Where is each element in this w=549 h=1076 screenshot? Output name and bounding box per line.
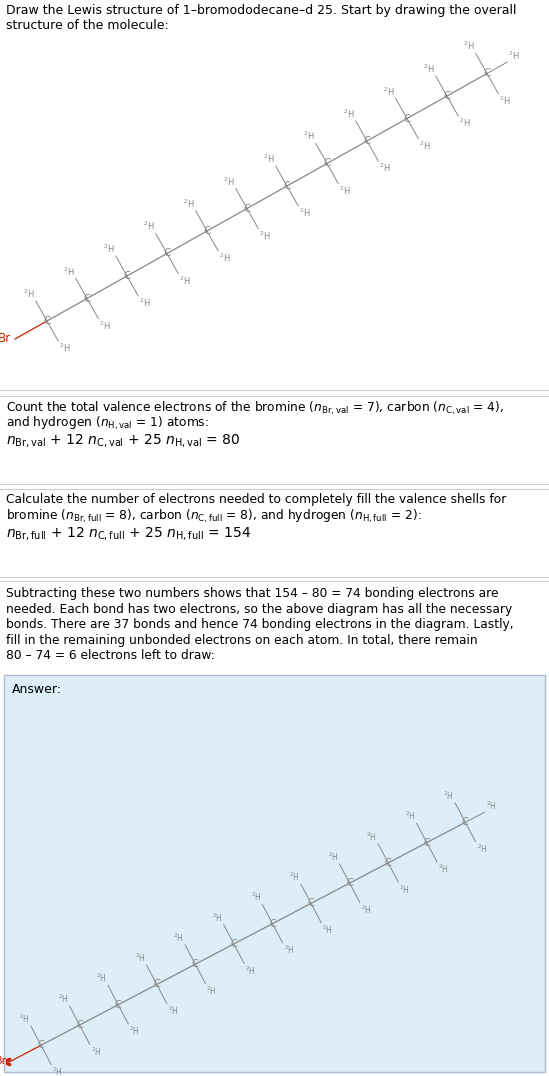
- Text: $^2$H: $^2$H: [366, 831, 377, 843]
- Text: C: C: [163, 249, 171, 258]
- Text: $^2$H: $^2$H: [303, 130, 315, 142]
- Text: Br: Br: [0, 332, 11, 345]
- Text: $^2$H: $^2$H: [223, 175, 235, 187]
- Text: C: C: [346, 878, 353, 888]
- Text: C: C: [243, 203, 251, 213]
- Text: $^2$H: $^2$H: [328, 850, 338, 863]
- Text: C: C: [443, 91, 451, 101]
- Text: $^2$H: $^2$H: [405, 810, 416, 822]
- Text: $^2$H: $^2$H: [91, 1045, 102, 1058]
- Text: $^2$H: $^2$H: [289, 870, 300, 883]
- Text: C: C: [192, 959, 199, 969]
- Text: $^2$H: $^2$H: [245, 964, 256, 977]
- Text: Calculate the number of electrons needed to completely fill the valence shells f: Calculate the number of electrons needed…: [6, 493, 506, 506]
- Text: $^2$H: $^2$H: [63, 265, 75, 278]
- Text: $^2$H: $^2$H: [419, 140, 431, 152]
- Text: C: C: [323, 158, 330, 169]
- Text: $^2$H: $^2$H: [173, 932, 184, 944]
- Text: $^2$H: $^2$H: [460, 117, 471, 129]
- Text: C: C: [231, 939, 237, 949]
- Text: C: C: [283, 181, 290, 192]
- Text: $^2$H: $^2$H: [463, 40, 475, 53]
- Text: C: C: [363, 136, 371, 146]
- Text: $^2$H: $^2$H: [96, 972, 107, 985]
- Text: C: C: [38, 1040, 44, 1050]
- Text: $^2$H: $^2$H: [99, 320, 111, 331]
- Text: $^2$H: $^2$H: [322, 923, 333, 936]
- Text: $^2$H: $^2$H: [259, 229, 271, 242]
- Text: $^2$H: $^2$H: [103, 242, 115, 255]
- Text: $^2$H: $^2$H: [361, 904, 372, 916]
- Text: C: C: [153, 979, 160, 990]
- Text: $^2$H: $^2$H: [183, 198, 195, 210]
- Text: $^2$H: $^2$H: [508, 49, 519, 62]
- Text: C: C: [124, 271, 131, 281]
- Text: Answer:: Answer:: [12, 682, 62, 695]
- Text: C: C: [462, 818, 469, 827]
- Text: C: C: [43, 316, 51, 326]
- Text: $^2$H: $^2$H: [379, 162, 391, 174]
- Text: C: C: [385, 858, 391, 868]
- Text: $^2$H: $^2$H: [168, 1005, 178, 1017]
- Text: 80 – 74 = 6 electrons left to draw:: 80 – 74 = 6 electrons left to draw:: [6, 649, 215, 662]
- Text: Draw the Lewis structure of 1–bromododecane–d 25. Start by drawing the overall: Draw the Lewis structure of 1–bromododec…: [6, 4, 517, 17]
- Text: $^2$H: $^2$H: [52, 1065, 63, 1076]
- Text: $^2$H: $^2$H: [444, 790, 454, 802]
- Text: $^2$H: $^2$H: [477, 843, 487, 855]
- Text: $^2$H: $^2$H: [250, 891, 261, 904]
- Text: C: C: [83, 294, 91, 303]
- Text: $^2$H: $^2$H: [130, 1025, 140, 1037]
- Text: C: C: [404, 113, 411, 124]
- Text: bonds. There are 37 bonds and hence 74 bonding electrons in the diagram. Lastly,: bonds. There are 37 bonds and hence 74 b…: [6, 618, 514, 631]
- Text: $^2$H: $^2$H: [59, 342, 71, 354]
- FancyBboxPatch shape: [4, 675, 545, 1072]
- Text: $^2$H: $^2$H: [263, 153, 274, 165]
- Text: $^2$H: $^2$H: [139, 297, 151, 310]
- Text: Count the total valence electrons of the bromine ($n_\mathrm{Br,val}$ = 7), carb: Count the total valence electrons of the…: [6, 400, 504, 417]
- Text: C: C: [269, 919, 276, 929]
- Text: bromine ($n_\mathrm{Br,full}$ = 8), carbon ($n_\mathrm{C,full}$ = 8), and hydrog: bromine ($n_\mathrm{Br,full}$ = 8), carb…: [6, 508, 422, 525]
- Text: and hydrogen ($n_\mathrm{H,val}$ = 1) atoms:: and hydrogen ($n_\mathrm{H,val}$ = 1) at…: [6, 415, 209, 433]
- Text: $^2$H: $^2$H: [135, 952, 145, 964]
- Text: $^2$H: $^2$H: [58, 992, 69, 1005]
- Text: $n_\mathrm{Br,val}$ + 12 $n_\mathrm{C,val}$ + 25 $n_\mathrm{H,val}$ = 80: $n_\mathrm{Br,val}$ + 12 $n_\mathrm{C,va…: [6, 431, 240, 449]
- Text: C: C: [423, 837, 430, 848]
- Text: fill in the remaining unbonded electrons on each atom. In total, there remain: fill in the remaining unbonded electrons…: [6, 634, 478, 647]
- Text: $^2$H: $^2$H: [383, 85, 395, 98]
- Text: Subtracting these two numbers shows that 154 – 80 = 74 bonding electrons are: Subtracting these two numbers shows that…: [6, 587, 498, 600]
- Text: structure of the molecule:: structure of the molecule:: [6, 19, 169, 32]
- Text: $^2$H: $^2$H: [180, 274, 191, 287]
- Text: $n_\mathrm{Br,full}$ + 12 $n_\mathrm{C,full}$ + 25 $n_\mathrm{H,full}$ = 154: $n_\mathrm{Br,full}$ + 12 $n_\mathrm{C,f…: [6, 525, 251, 542]
- Text: $^2$H: $^2$H: [339, 184, 351, 197]
- Text: C: C: [483, 69, 491, 79]
- Text: $^2$H: $^2$H: [299, 207, 311, 220]
- Text: C: C: [203, 226, 211, 236]
- Text: C: C: [76, 1020, 83, 1030]
- Text: $^2$H: $^2$H: [284, 944, 294, 957]
- Text: Br: Br: [0, 1057, 7, 1066]
- Text: $^2$H: $^2$H: [438, 863, 449, 875]
- Text: C: C: [307, 898, 315, 908]
- Text: $^2$H: $^2$H: [486, 799, 496, 812]
- Text: $^2$H: $^2$H: [19, 1013, 30, 1025]
- Text: $^2$H: $^2$H: [399, 883, 410, 895]
- Text: $^2$H: $^2$H: [499, 95, 511, 107]
- Text: needed. Each bond has two electrons, so the above diagram has all the necessary: needed. Each bond has two electrons, so …: [6, 603, 512, 615]
- Text: $^2$H: $^2$H: [343, 108, 355, 121]
- Text: C: C: [115, 1000, 121, 1009]
- Text: $^2$H: $^2$H: [143, 221, 155, 232]
- Text: $^2$H: $^2$H: [212, 911, 223, 923]
- Text: $^2$H: $^2$H: [23, 287, 35, 300]
- Text: $^2$H: $^2$H: [219, 252, 231, 265]
- Text: $^2$H: $^2$H: [423, 62, 435, 75]
- Text: $^2$H: $^2$H: [206, 985, 217, 996]
